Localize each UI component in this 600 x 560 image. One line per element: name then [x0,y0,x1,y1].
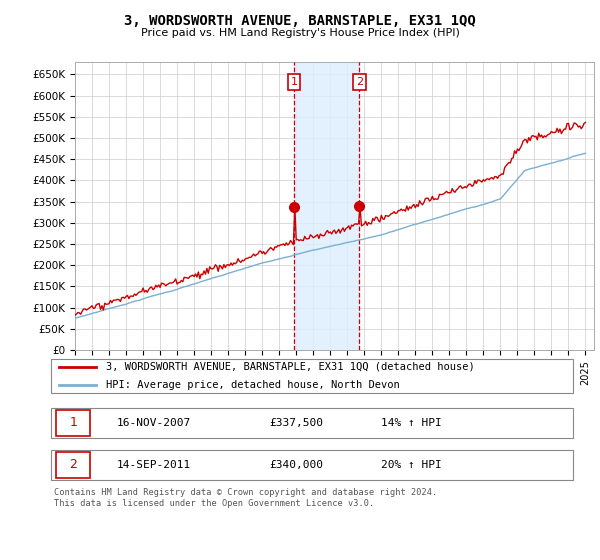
Text: HPI: Average price, detached house, North Devon: HPI: Average price, detached house, Nort… [106,380,400,390]
Text: Price paid vs. HM Land Registry's House Price Index (HPI): Price paid vs. HM Land Registry's House … [140,28,460,38]
Bar [294,62,359,350]
FancyBboxPatch shape [50,450,574,480]
Text: 14-SEP-2011: 14-SEP-2011 [116,460,191,470]
Text: 14% ↑ HPI: 14% ↑ HPI [380,418,442,428]
Text: 1: 1 [290,77,298,87]
Text: £340,000: £340,000 [270,460,324,470]
FancyBboxPatch shape [50,358,574,393]
FancyBboxPatch shape [56,452,90,478]
Text: 2: 2 [70,458,77,472]
Text: 1: 1 [70,416,77,430]
FancyBboxPatch shape [56,410,90,436]
Text: 16-NOV-2007: 16-NOV-2007 [116,418,191,428]
Text: 3, WORDSWORTH AVENUE, BARNSTAPLE, EX31 1QQ (detached house): 3, WORDSWORTH AVENUE, BARNSTAPLE, EX31 1… [106,362,475,372]
Text: £337,500: £337,500 [270,418,324,428]
Text: 20% ↑ HPI: 20% ↑ HPI [380,460,442,470]
Text: 3, WORDSWORTH AVENUE, BARNSTAPLE, EX31 1QQ: 3, WORDSWORTH AVENUE, BARNSTAPLE, EX31 1… [124,14,476,28]
Text: Contains HM Land Registry data © Crown copyright and database right 2024.
This d: Contains HM Land Registry data © Crown c… [54,488,437,508]
FancyBboxPatch shape [50,408,574,438]
Text: 2: 2 [356,77,363,87]
